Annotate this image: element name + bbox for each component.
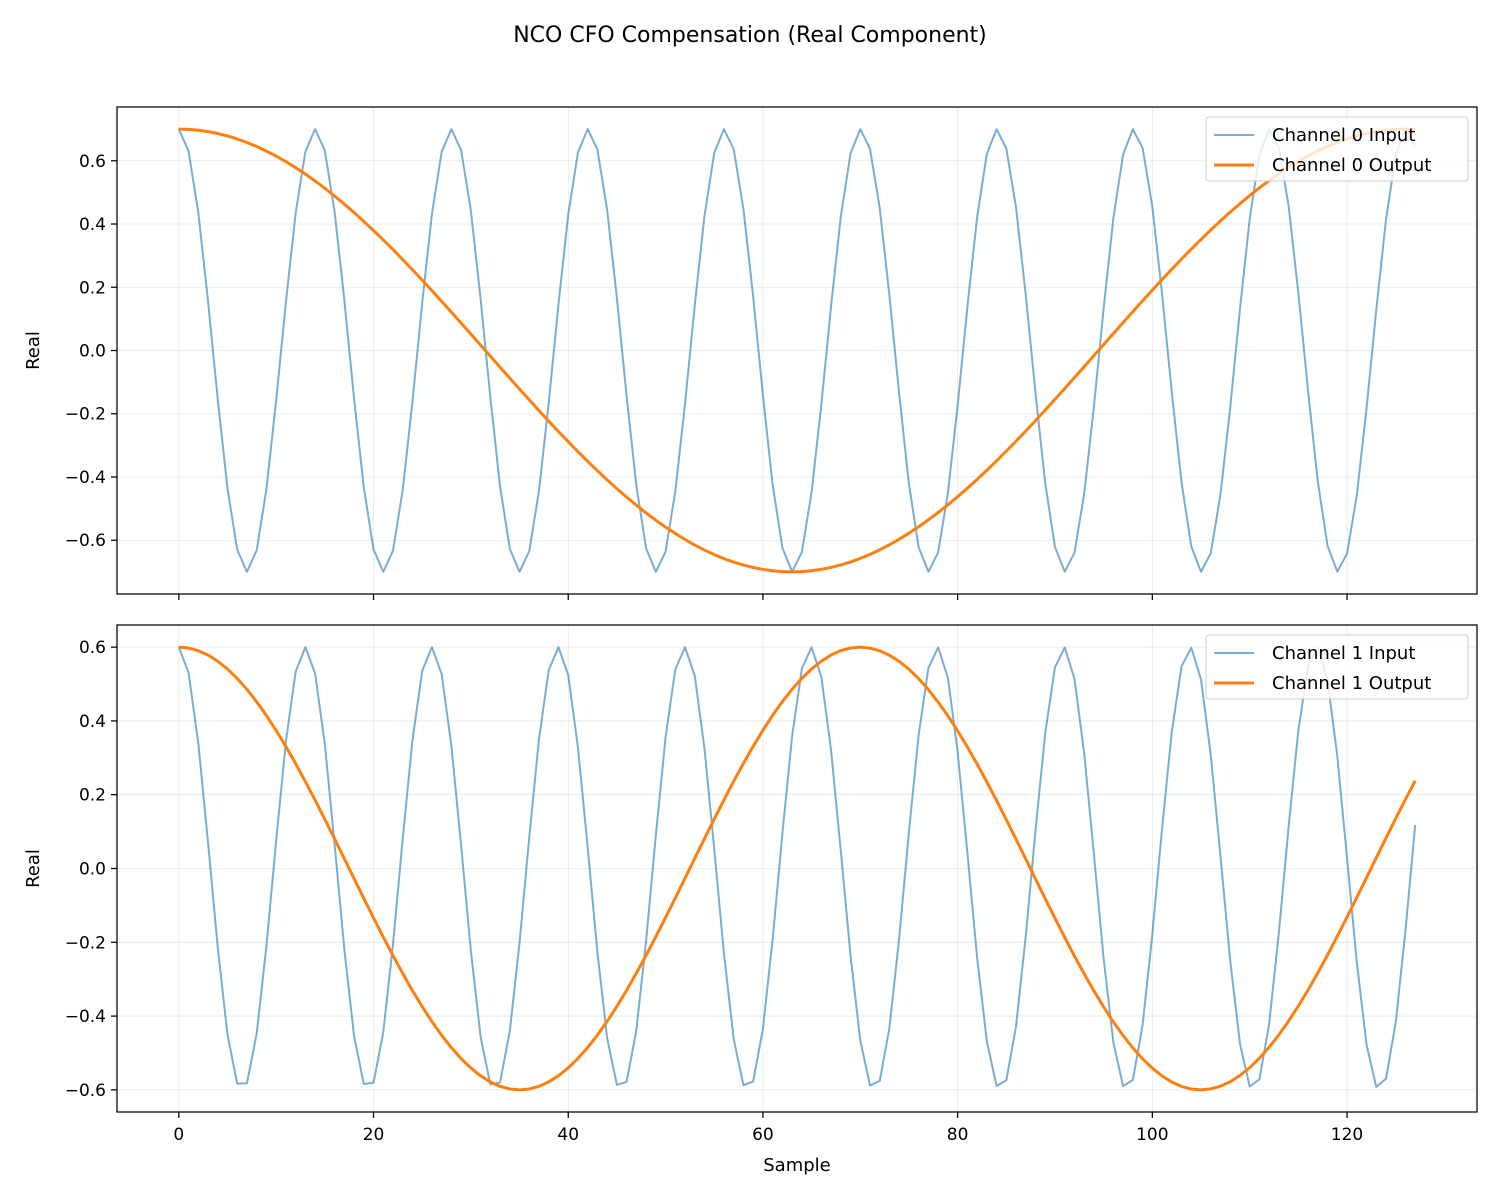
series-line-channel-1-output — [178, 645, 1417, 1092]
y-tick-label: 0.4 — [79, 712, 106, 732]
y-tick-label: 0.0 — [79, 342, 106, 362]
series-line-channel-0-output — [178, 127, 1416, 574]
series-line-channel-0-input — [177, 128, 1417, 573]
legend-box — [1205, 116, 1469, 182]
x-tick-label: 120 — [1331, 1125, 1363, 1145]
series-group — [177, 645, 1417, 1092]
x-tick-label: 80 — [947, 1125, 969, 1145]
channel-0-panel: 0.6 0.4 0.2 0.0 −0.2 −0.4 −0.6 Real Channel 0 In… — [23, 106, 1478, 600]
y-tick-label: 0.2 — [79, 278, 106, 298]
figure-title: NCO CFO Compensation (Real Component) — [513, 23, 987, 48]
y-axis-label: Real — [23, 849, 44, 888]
x-tick-label: 40 — [557, 1125, 579, 1145]
legend-label: Channel 1 Output — [1272, 673, 1431, 694]
grid — [117, 107, 1477, 594]
y-tick-label: 0.6 — [79, 152, 106, 172]
x-tick-label: 100 — [1136, 1125, 1168, 1145]
y-tick-label: −0.6 — [65, 531, 106, 551]
legend-label: Channel 0 Input — [1272, 125, 1415, 146]
legend: Channel 1 Input Channel 1 Output — [1205, 634, 1469, 700]
series-line-channel-1-input — [177, 646, 1417, 1088]
legend-box — [1205, 634, 1469, 700]
x-tick-label: 60 — [752, 1125, 774, 1145]
x-axis-label: Sample — [763, 1155, 831, 1176]
y-tick-label: −0.2 — [65, 405, 106, 425]
legend-label: Channel 0 Output — [1272, 155, 1431, 176]
y-axis-label: Real — [23, 331, 44, 370]
channel-1-panel: 0 20 40 60 80 100 120 0.6 0.4 0.2 0.0 −0.2 −0.4 −0.6 R… — [23, 624, 1478, 1176]
y-tick-label: −0.4 — [65, 1007, 106, 1027]
x-tick-label: 0 — [173, 1125, 184, 1145]
legend: Channel 0 Input Channel 0 Output — [1205, 116, 1469, 182]
legend-label: Channel 1 Input — [1272, 643, 1415, 664]
y-tick-label: 0.4 — [79, 215, 106, 235]
x-tick-label: 20 — [363, 1125, 385, 1145]
y-tick-label: 0.0 — [79, 860, 106, 880]
y-tick-label: −0.4 — [65, 468, 106, 488]
series-group — [177, 127, 1417, 574]
y-tick-label: −0.2 — [65, 933, 106, 953]
y-tick-label: 0.6 — [79, 638, 106, 658]
y-tick-label: −0.6 — [65, 1081, 106, 1101]
y-tick-label: 0.2 — [79, 786, 106, 806]
